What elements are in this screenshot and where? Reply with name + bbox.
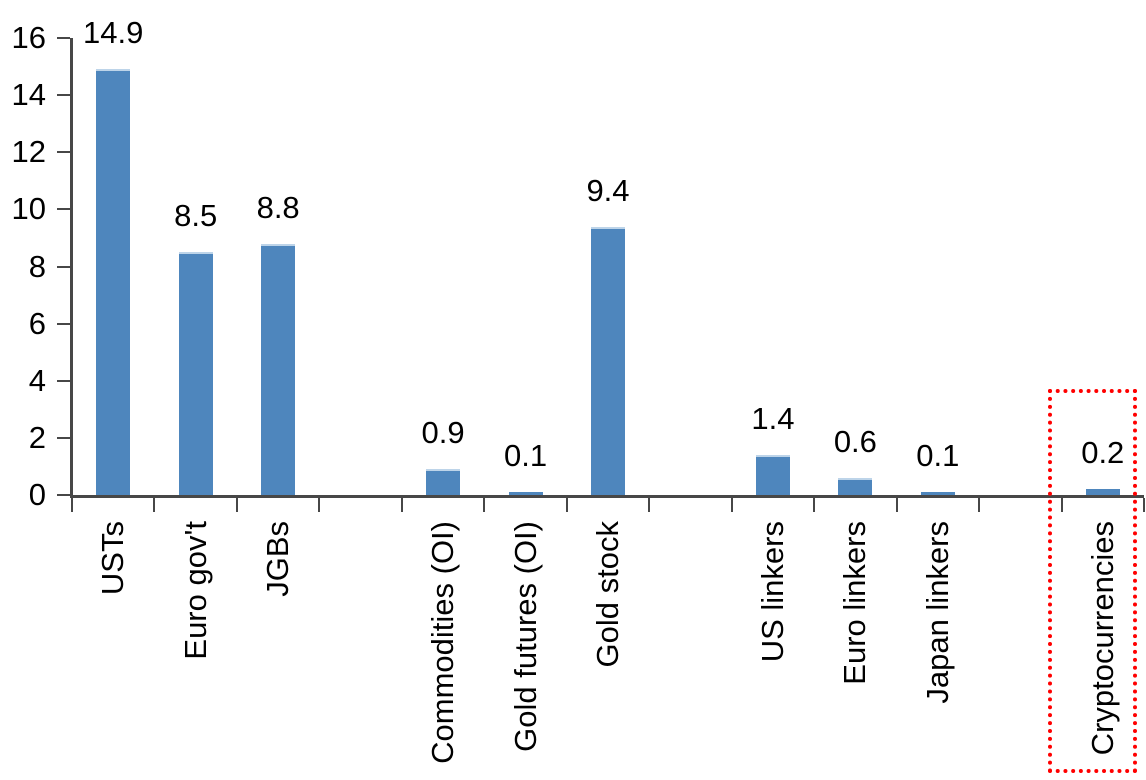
y-tick [57,208,70,211]
y-tick-label: 4 [28,362,46,398]
x-tick [895,498,898,512]
bar-value-label: 14.9 [83,15,144,50]
y-tick [57,436,70,439]
y-tick [57,265,70,268]
category-label: Gold futures (OI) [507,521,543,752]
x-tick [400,498,403,512]
x-tick [235,498,238,512]
y-tick [57,379,70,382]
bar-value-label: 8.5 [174,198,218,233]
bar-value-label: 8.8 [256,190,300,225]
y-tick-label: 2 [28,419,46,455]
x-tick [1143,498,1145,512]
x-tick [978,498,981,512]
category-label: Commodities (OI) [425,521,461,764]
y-tick [57,151,70,154]
bar-value-label: 0.9 [421,415,465,450]
bar [426,469,461,495]
bar [920,492,955,495]
y-tick [57,37,70,39]
x-axis-line [70,495,1144,498]
bar [838,478,873,495]
bar [591,227,625,495]
bar-value-label: 0.2 [1081,435,1125,470]
category-label: USTs [95,521,131,596]
x-tick [730,498,733,512]
bar [178,252,213,495]
x-tick [648,498,651,512]
y-tick-label: 14 [11,77,46,113]
y-tick-label: 16 [11,20,46,55]
x-tick [71,498,73,512]
category-label: Gold stock [590,521,625,668]
category-label: Euro gov't [177,521,213,660]
y-axis-line [70,38,73,498]
bar-value-label: 0.1 [503,438,548,473]
x-tick [318,498,321,512]
bar [96,69,131,495]
y-tick-label: 0 [28,477,46,512]
y-tick [57,494,70,496]
bar-value-label: 1.4 [751,401,795,436]
bar-value-label: 0.1 [916,438,960,473]
bar [261,244,296,495]
y-tick [57,322,70,325]
y-tick-label: 10 [11,191,46,227]
bar [1085,489,1120,495]
bar-value-label: 0.6 [833,424,877,459]
category-label: Euro linkers [837,521,873,685]
bar [508,492,543,495]
category-label: JGBs [260,521,296,597]
highlight-box [1047,389,1137,773]
bar [755,455,790,495]
category-label: US linkers [754,521,790,663]
bar-value-label: 9.4 [586,173,630,208]
x-tick [565,498,568,512]
category-label: Japan linkers [919,521,955,704]
x-tick [813,498,816,512]
y-tick [57,94,70,97]
y-tick-label: 6 [28,305,46,341]
x-tick [483,498,486,512]
x-tick [1060,498,1063,512]
y-tick-label: 8 [28,248,46,284]
x-tick [153,498,156,512]
y-tick-label: 12 [11,134,46,170]
